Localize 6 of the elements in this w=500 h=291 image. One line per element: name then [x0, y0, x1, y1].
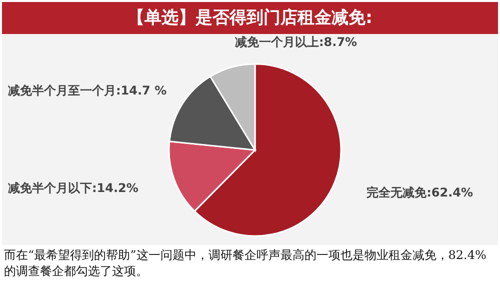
slice-label: 完全无减免:62.4%: [366, 186, 474, 200]
slice-label: 减免半个月至一个月:14.7 %: [8, 83, 167, 98]
chart-title: 【单选】是否得到门店租金减免:: [2, 2, 498, 34]
text: 而在“最希望得到的帮助”这一问题中，调研餐企呼声最高的一项也是物业租金减免，82.4%的调查餐企都勾选了这项。: [3, 247, 488, 279]
slice-label: 减免一个月以上:8.7%: [235, 35, 358, 50]
slice-label: 减免半个月以下:14.2%: [8, 180, 138, 195]
